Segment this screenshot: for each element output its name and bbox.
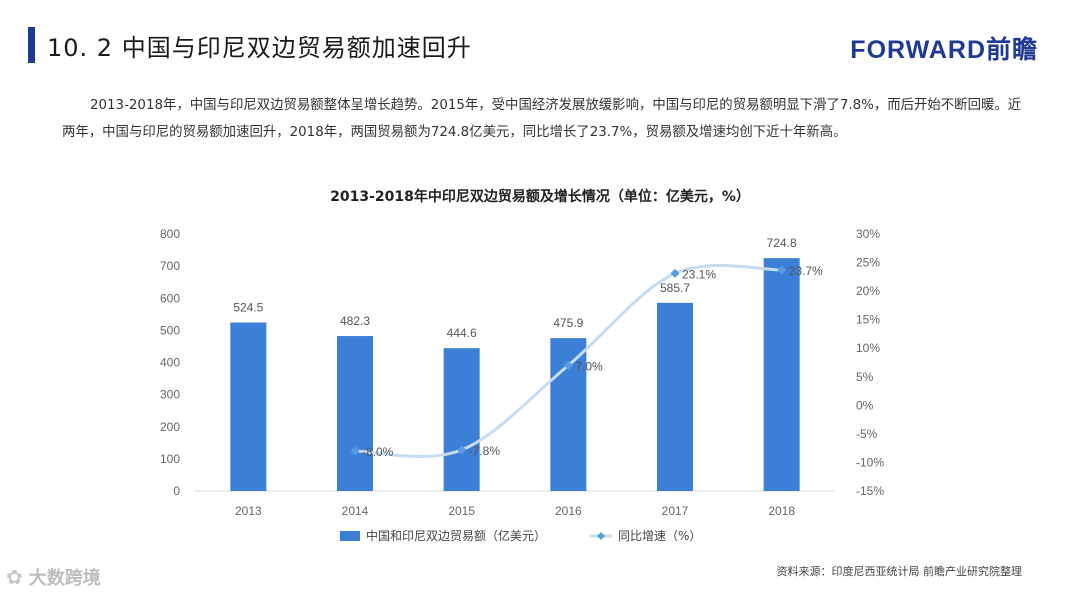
line-point: [350, 446, 360, 456]
left-axis-tick-label: 200: [160, 420, 180, 434]
right-axis-tick-label: 10%: [856, 341, 880, 355]
bar-data-label: 724.8: [767, 236, 797, 250]
legend-line-marker: [597, 532, 605, 540]
left-axis-tick-label: 400: [160, 356, 180, 370]
legend-line-label: 同比增速（%）: [618, 529, 701, 543]
wechat-watermark: ✿ 大数跨境: [6, 564, 101, 590]
x-axis-tick-label: 2018: [768, 504, 795, 518]
x-axis-tick-label: 2017: [662, 504, 689, 518]
x-axis-tick-label: 2013: [235, 504, 262, 518]
line-data-label: 23.1%: [682, 267, 716, 281]
legend-bar-label: 中国和印尼双边贸易额（亿美元）: [366, 528, 546, 543]
x-axis-tick-label: 2014: [342, 504, 369, 518]
bar: [763, 258, 800, 491]
line-point: [563, 360, 573, 370]
bar-data-label: 524.5: [233, 301, 263, 315]
line-point: [670, 268, 680, 278]
line-data-label: 7.0%: [575, 359, 603, 373]
forward-logo: FORWARD前瞻: [850, 36, 1038, 64]
right-axis-tick-label: -5%: [856, 427, 878, 441]
line-data-label: -8.0%: [362, 445, 394, 459]
line-point: [777, 265, 787, 275]
intro-paragraph: 2013-2018年，中国与印尼双边贸易额整体呈增长趋势。2015年，受中国经济…: [62, 92, 1027, 146]
bar: [657, 302, 693, 491]
bar-data-label: 482.3: [340, 314, 370, 328]
right-axis-tick-label: 30%: [856, 227, 880, 241]
x-axis-tick-label: 2016: [555, 504, 582, 518]
bar-data-label: 585.7: [660, 281, 690, 295]
right-axis-tick-label: -10%: [856, 455, 884, 469]
left-axis-tick-label: 700: [160, 259, 180, 273]
left-axis-tick-label: 800: [160, 227, 180, 241]
right-axis-tick-label: 15%: [856, 313, 880, 327]
section-title: 10. 2 中国与印尼双边贸易额加速回升: [47, 33, 472, 62]
intro-text: 2013-2018年，中国与印尼双边贸易额整体呈增长趋势。2015年，受中国经济…: [62, 98, 1022, 140]
bar: [230, 322, 267, 491]
legend-bar-swatch: [340, 531, 360, 541]
line-data-label: -7.8%: [469, 444, 501, 458]
watermark-text: 大数跨境: [28, 568, 101, 589]
bar-data-label: 444.6: [447, 326, 477, 340]
line-point: [457, 445, 467, 455]
left-axis-tick-label: 500: [160, 323, 180, 337]
left-axis-tick-label: 600: [160, 291, 180, 305]
bar-data-label: 475.9: [553, 316, 583, 330]
left-axis-tick-label: 100: [160, 452, 180, 466]
right-axis-tick-label: 5%: [856, 370, 874, 384]
left-axis-tick-label: 300: [160, 388, 180, 402]
right-axis-tick-label: -15%: [856, 484, 884, 498]
right-axis-tick-label: 20%: [856, 284, 880, 298]
line-data-label: 23.7%: [789, 264, 823, 278]
right-axis-tick-label: 0%: [856, 398, 874, 412]
x-axis-tick-label: 2015: [448, 504, 475, 518]
chart-title: 2013-2018年中印尼双边贸易额及增长情况（单位：亿美元，%）: [330, 189, 750, 205]
title-accent-bar: [28, 27, 35, 63]
right-axis-tick-label: 25%: [856, 256, 880, 270]
bar: [337, 336, 373, 491]
source-note: 资料来源：印度尼西亚统计局 前瞻产业研究院整理: [776, 565, 1023, 578]
left-axis-tick-label: 0: [173, 484, 180, 498]
bar: [443, 348, 480, 491]
wechat-icon: ✿: [6, 565, 23, 589]
section-header: 10. 2 中国与印尼双边贸易额加速回升: [28, 26, 472, 64]
